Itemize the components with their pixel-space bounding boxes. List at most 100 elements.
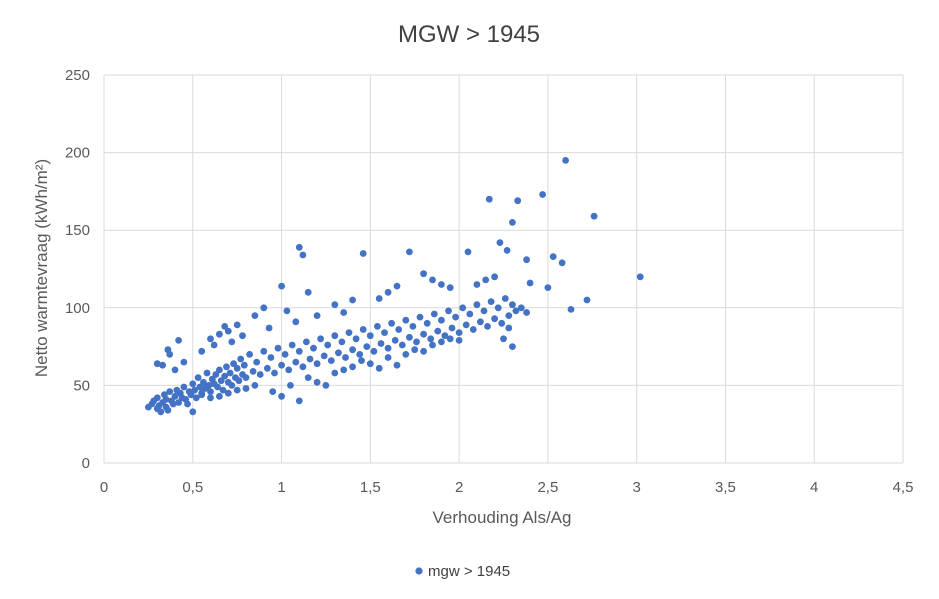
data-point <box>153 394 161 402</box>
data-point <box>505 312 513 319</box>
data-point <box>455 329 463 336</box>
data-point <box>322 382 330 389</box>
legend-marker <box>415 567 423 575</box>
data-point <box>331 301 339 309</box>
data-point <box>349 346 356 354</box>
data-point <box>303 338 310 346</box>
data-point <box>455 337 463 344</box>
data-point <box>398 341 406 349</box>
data-point <box>590 212 598 220</box>
data-point <box>304 288 312 296</box>
data-point <box>384 288 392 296</box>
x-tick-label: 2,5 <box>537 479 558 496</box>
y-tick-label: 100 <box>65 300 90 317</box>
data-point <box>313 378 321 386</box>
data-point <box>462 321 470 329</box>
data-point <box>166 388 174 395</box>
data-point <box>242 385 250 392</box>
data-point <box>233 321 241 329</box>
data-point <box>562 157 569 164</box>
data-point <box>265 324 273 332</box>
data-point <box>448 324 456 332</box>
data-point <box>514 197 522 205</box>
data-point <box>539 191 546 198</box>
data-point <box>352 335 360 343</box>
data-point <box>214 383 222 391</box>
data-point <box>278 392 285 400</box>
data-point <box>512 307 520 315</box>
data-point <box>192 394 200 402</box>
data-point <box>526 279 534 287</box>
data-point <box>217 377 225 385</box>
data-point <box>189 380 197 388</box>
data-point <box>338 338 346 346</box>
data-point <box>420 270 427 278</box>
y-tick-label: 50 <box>73 377 90 394</box>
data-point <box>278 282 285 290</box>
data-point <box>434 327 442 335</box>
data-point <box>299 363 307 371</box>
data-point <box>235 377 243 385</box>
legend-label: mgw > 1945 <box>428 563 510 580</box>
data-point <box>278 361 285 369</box>
data-point <box>292 358 300 366</box>
data-point <box>228 382 236 389</box>
data-point <box>242 374 250 381</box>
data-point <box>469 326 477 333</box>
x-tick-label: 3 <box>632 479 640 496</box>
data-point <box>349 296 356 304</box>
data-point <box>169 400 177 408</box>
data-point <box>200 378 207 386</box>
data-point <box>340 309 348 316</box>
data-point <box>409 323 417 330</box>
data-point <box>335 349 342 357</box>
data-point <box>249 368 257 375</box>
data-point <box>583 296 591 304</box>
data-point <box>393 282 401 290</box>
data-point <box>271 369 278 377</box>
data-point <box>509 343 516 350</box>
data-point <box>406 333 413 341</box>
data-point <box>180 358 188 366</box>
data-point <box>395 326 403 333</box>
data-point <box>253 358 261 366</box>
data-point <box>505 324 513 332</box>
data-point <box>464 248 472 256</box>
x-tick-label: 1 <box>277 479 285 496</box>
data-point <box>549 253 557 260</box>
data-point <box>429 276 436 284</box>
data-point <box>411 346 419 354</box>
data-point <box>260 347 268 355</box>
data-point <box>391 337 399 344</box>
data-point <box>162 396 170 403</box>
data-point <box>224 389 232 397</box>
data-point <box>491 273 498 281</box>
data-point <box>240 361 248 369</box>
data-point <box>523 309 530 316</box>
data-point <box>210 341 218 349</box>
x-axis-title: Verhouding Als/Ag <box>433 508 572 527</box>
data-point <box>306 355 314 363</box>
data-point <box>327 357 335 364</box>
data-point <box>375 364 383 372</box>
data-point <box>384 354 392 361</box>
data-point <box>349 363 356 371</box>
data-point <box>264 364 271 372</box>
data-point <box>196 383 204 391</box>
data-point <box>256 371 264 378</box>
y-tick-label: 0 <box>82 455 90 472</box>
data-point <box>438 338 445 346</box>
data-point <box>402 351 410 358</box>
data-point <box>558 259 566 267</box>
data-point <box>299 251 307 259</box>
data-point <box>473 301 481 309</box>
data-point <box>246 351 254 358</box>
data-point <box>345 329 353 336</box>
x-tick-label: 0,5 <box>182 479 203 496</box>
data-point <box>175 337 183 344</box>
y-tick-label: 200 <box>65 145 90 162</box>
data-point <box>260 304 268 312</box>
data-point <box>175 399 183 406</box>
data-point <box>274 344 282 352</box>
